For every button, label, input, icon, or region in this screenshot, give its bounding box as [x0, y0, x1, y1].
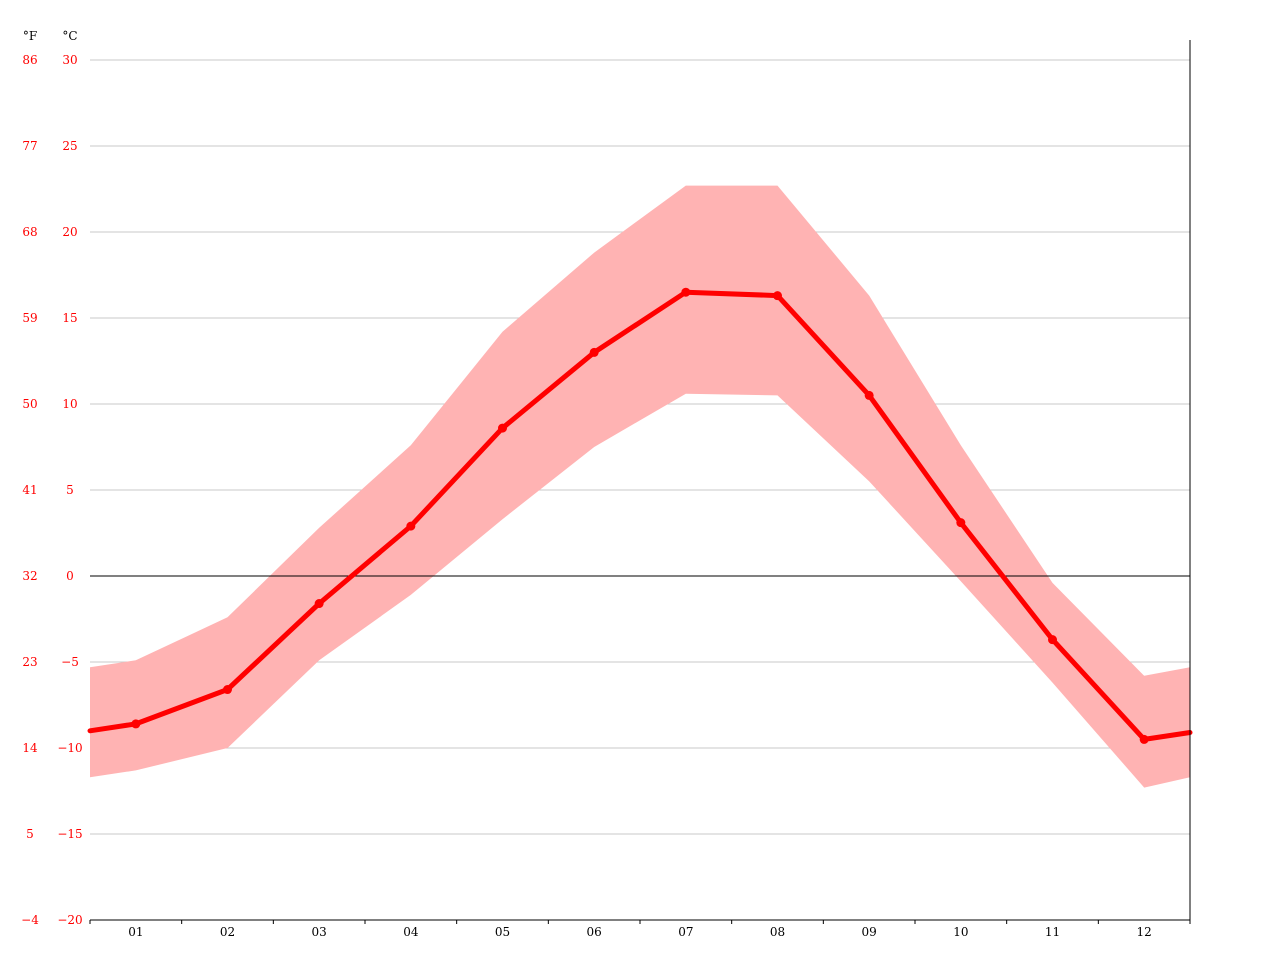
mean-point	[864, 390, 874, 400]
y-tick-label-celsius: −10	[57, 741, 82, 755]
y-tick-label-celsius: 15	[62, 311, 77, 325]
y-tick-label-celsius: 20	[62, 225, 77, 239]
y-tick-label-celsius: 5	[66, 483, 74, 497]
y-tick-label-fahrenheit: 5	[26, 827, 34, 841]
y-tick-label-fahrenheit: 86	[22, 53, 37, 67]
y-tick-label-celsius: −15	[57, 827, 82, 841]
y-tick-label-celsius: 25	[62, 139, 77, 153]
mean-point	[1139, 734, 1149, 744]
mean-temperature-line	[87, 287, 1193, 744]
temperature-range-band	[90, 185, 1190, 788]
mean-point	[498, 423, 507, 433]
y-tick-label-fahrenheit: −4	[21, 913, 39, 927]
x-tick-label: 10	[953, 925, 968, 939]
y-tick-label-fahrenheit: 41	[22, 483, 37, 497]
x-tick-label: 03	[312, 925, 327, 939]
y-tick-label-celsius: −5	[61, 655, 79, 669]
y-tick-label-fahrenheit: 59	[22, 311, 37, 325]
mean-point	[223, 685, 232, 695]
x-tick-label: 01	[128, 925, 143, 939]
y-tick-label-celsius: 0	[66, 569, 74, 583]
x-tick-label: 06	[587, 925, 602, 939]
y-tick-labels: 30 86 25 77 20 68 15 59 10 50 5 41 0 32 −5 23 −10 14 −15 5 −…	[21, 53, 83, 927]
mean-point	[131, 719, 141, 729]
y-tick-label-fahrenheit: 14	[22, 741, 38, 755]
x-tick-label: 02	[220, 925, 235, 939]
y-tick-label-fahrenheit: 77	[22, 139, 37, 153]
y-tick-label-fahrenheit: 32	[22, 569, 37, 583]
x-tick-label: 07	[678, 925, 693, 939]
y-tick-label-fahrenheit: 50	[22, 397, 37, 411]
x-tick-label: 08	[770, 925, 785, 939]
mean-point	[589, 347, 599, 357]
y-tick-label-fahrenheit: 23	[22, 655, 37, 669]
mean-point	[773, 291, 782, 301]
axes	[89, 40, 1191, 924]
x-tick-label: 12	[1137, 925, 1152, 939]
mean-point	[314, 599, 324, 609]
mean-point	[681, 287, 691, 297]
x-tick-label: 09	[862, 925, 877, 939]
y-tick-label-celsius: −20	[57, 913, 82, 927]
fahrenheit-unit-label: °F	[23, 29, 37, 43]
y-tick-label-celsius: 30	[62, 53, 77, 67]
x-tick-label: 11	[1045, 925, 1060, 939]
x-tick-label: 05	[495, 925, 510, 939]
mean-point	[1048, 635, 1057, 645]
celsius-unit-label: °C	[62, 29, 77, 43]
min-max-range-area	[90, 185, 1190, 788]
mean-temperature-polyline	[87, 289, 1193, 742]
mean-point	[406, 521, 416, 531]
x-tick-labels: 01 02 03 04 05 06 07 08 09 10 11 12	[128, 925, 1152, 939]
y-tick-label-fahrenheit: 68	[22, 225, 37, 239]
x-tick-label: 04	[403, 925, 419, 939]
y-tick-label-celsius: 10	[62, 397, 77, 411]
mean-point	[956, 518, 966, 528]
